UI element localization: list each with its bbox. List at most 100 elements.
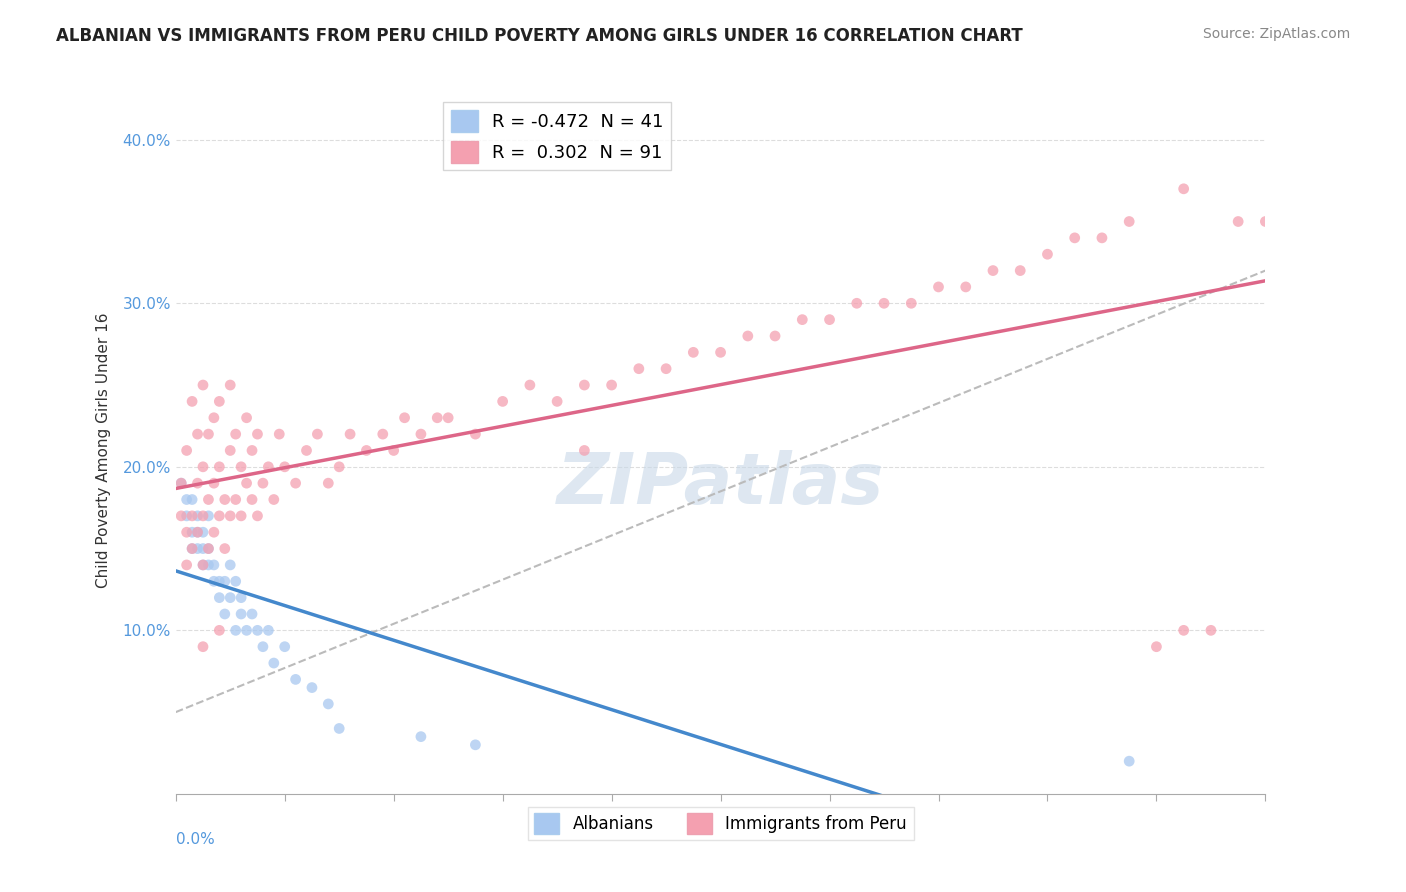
Point xyxy=(928,280,950,294)
Point xyxy=(191,558,214,572)
Point xyxy=(318,476,340,491)
Point xyxy=(170,508,193,523)
Point xyxy=(186,476,209,491)
Point xyxy=(1036,247,1059,261)
Point xyxy=(409,730,432,744)
Point xyxy=(231,459,253,474)
Point xyxy=(318,697,340,711)
Point xyxy=(900,296,922,310)
Point xyxy=(231,508,253,523)
Point xyxy=(176,443,198,458)
Point xyxy=(737,329,759,343)
Point xyxy=(181,525,204,540)
Point xyxy=(845,296,868,310)
Point xyxy=(257,459,280,474)
Point xyxy=(202,574,225,589)
Point xyxy=(191,508,214,523)
Point xyxy=(225,492,247,507)
Point xyxy=(219,443,242,458)
Point xyxy=(1173,182,1195,196)
Point xyxy=(600,378,623,392)
Point xyxy=(202,410,225,425)
Point xyxy=(252,476,274,491)
Point xyxy=(240,443,263,458)
Text: 0.0%: 0.0% xyxy=(176,831,215,847)
Point xyxy=(235,624,257,638)
Point xyxy=(214,541,236,556)
Point xyxy=(176,558,198,572)
Point xyxy=(519,378,541,392)
Point xyxy=(197,508,219,523)
Point xyxy=(382,443,405,458)
Point xyxy=(1063,231,1085,245)
Point xyxy=(235,410,257,425)
Point xyxy=(1144,640,1167,654)
Point xyxy=(464,427,486,442)
Point xyxy=(202,476,225,491)
Point xyxy=(246,624,269,638)
Point xyxy=(1227,214,1250,228)
Point xyxy=(246,508,269,523)
Point xyxy=(225,427,247,442)
Text: ZIPatlas: ZIPatlas xyxy=(557,450,884,519)
Point xyxy=(231,607,253,621)
Point xyxy=(246,427,269,442)
Point xyxy=(409,427,432,442)
Point xyxy=(426,410,449,425)
Point xyxy=(214,607,236,621)
Point xyxy=(328,722,350,736)
Point xyxy=(274,640,297,654)
Point xyxy=(214,574,236,589)
Point xyxy=(301,681,323,695)
Point xyxy=(186,525,209,540)
Point xyxy=(170,476,193,491)
Point xyxy=(269,427,291,442)
Point xyxy=(792,312,814,326)
Point xyxy=(307,427,329,442)
Point xyxy=(1118,214,1140,228)
Point xyxy=(208,459,231,474)
Text: ALBANIAN VS IMMIGRANTS FROM PERU CHILD POVERTY AMONG GIRLS UNDER 16 CORRELATION : ALBANIAN VS IMMIGRANTS FROM PERU CHILD P… xyxy=(56,27,1024,45)
Point xyxy=(1173,624,1195,638)
Point xyxy=(240,607,263,621)
Point xyxy=(181,492,204,507)
Y-axis label: Child Poverty Among Girls Under 16: Child Poverty Among Girls Under 16 xyxy=(96,313,111,588)
Point xyxy=(214,492,236,507)
Point xyxy=(181,541,204,556)
Point xyxy=(181,394,204,409)
Point xyxy=(252,640,274,654)
Point xyxy=(181,508,204,523)
Point xyxy=(208,591,231,605)
Point xyxy=(197,492,219,507)
Point xyxy=(574,378,596,392)
Point xyxy=(202,558,225,572)
Point xyxy=(225,574,247,589)
Point xyxy=(328,459,350,474)
Point xyxy=(219,378,242,392)
Point xyxy=(295,443,318,458)
Point xyxy=(284,476,307,491)
Point xyxy=(394,410,416,425)
Point xyxy=(274,459,297,474)
Text: Source: ZipAtlas.com: Source: ZipAtlas.com xyxy=(1202,27,1350,41)
Point xyxy=(356,443,378,458)
Point xyxy=(546,394,568,409)
Point xyxy=(219,508,242,523)
Legend: Albanians, Immigrants from Peru: Albanians, Immigrants from Peru xyxy=(527,807,914,840)
Point xyxy=(176,508,198,523)
Point xyxy=(208,394,231,409)
Point xyxy=(181,541,204,556)
Point xyxy=(186,508,209,523)
Point xyxy=(191,378,214,392)
Point xyxy=(655,361,678,376)
Point xyxy=(284,673,307,687)
Point xyxy=(1254,214,1277,228)
Point xyxy=(682,345,704,359)
Point xyxy=(197,558,219,572)
Point xyxy=(873,296,896,310)
Point xyxy=(208,574,231,589)
Point xyxy=(981,263,1004,277)
Point xyxy=(231,591,253,605)
Point xyxy=(339,427,361,442)
Point xyxy=(235,476,257,491)
